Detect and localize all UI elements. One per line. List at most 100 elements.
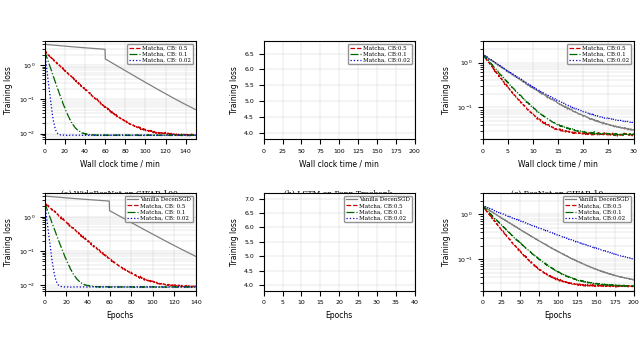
Matcha, CB: 0.1: (118, 7): 0.1: (118, 7) <box>349 36 356 40</box>
Legend: Vanilla DecenSGD, Matcha, CB:0.5, Matcha, CB:0.1, Matcha, CB:0.02: Vanilla DecenSGD, Matcha, CB:0.5, Matcha… <box>563 196 631 222</box>
Matcha, CB: 0.1: (134, 7): 0.1: (134, 7) <box>361 36 369 40</box>
Matcha, CB: 0.5: (151, 0.0258): 0.5: (151, 0.0258) <box>593 284 600 288</box>
Matcha, CB: 0.5: (26.5, 0.48): 0.5: (26.5, 0.48) <box>68 74 76 78</box>
Vanilla DecenSGD <box>387 182 395 186</box>
Matcha, CB: 0.5: (134, 0.0269): 0.5: (134, 0.0269) <box>580 283 588 287</box>
Matcha, CB: 0.5: (115, 0.0107): 0.5: (115, 0.0107) <box>164 282 172 287</box>
Matcha, CB: 0.02: (24.5, 7.5): 0.02: (24.5, 7.5) <box>352 182 360 186</box>
Matcha, CB: 0.02: (151, 7): 0.02: (151, 7) <box>374 36 381 40</box>
Matcha, CB: 0.1: (9.85, 0.107): 0.1: (9.85, 0.107) <box>529 104 536 108</box>
Matcha, CB: 0.1: (113, 0.00904): 0.1: (113, 0.00904) <box>155 133 163 137</box>
X-axis label: Epochs: Epochs <box>107 311 134 320</box>
Legend: Vanilla DecenSGD, Matcha, CB: 0.5, Matcha, CB: 0.1, Matcha, CB: 0.02: Vanilla DecenSGD, Matcha, CB: 0.5, Match… <box>125 196 193 222</box>
Matcha, CB: 0.02: (115, 0.00903): 0.02: (115, 0.00903) <box>165 285 173 289</box>
Vanilla DecenSGD <box>155 88 163 92</box>
Matcha, CB: 0.02: (113, 0.00901): 0.02: (113, 0.00901) <box>155 133 163 137</box>
Matcha, CB: 0.5: (200, 7): 0.5: (200, 7) <box>411 36 419 40</box>
Matcha, CB: 0.1: (66.5, 0.00903): 0.1: (66.5, 0.00903) <box>113 285 120 289</box>
Y-axis label: Training loss: Training loss <box>4 218 13 266</box>
Matcha, CB: 0.5: (137, 0.00938): 0.5: (137, 0.00938) <box>189 284 196 288</box>
Matcha, CB: 0.5: (200, 0.0247): 0.5: (200, 0.0247) <box>630 285 637 289</box>
Matcha, CB: 0.02: (12, 0.215): 0.02: (12, 0.215) <box>539 90 547 94</box>
Y-axis label: Training loss: Training loss <box>442 218 451 266</box>
Matcha, CB: 0.02: (9.85, 0.295): 0.02: (9.85, 0.295) <box>529 84 536 89</box>
Matcha, CB: 0.02: (200, 0.102): 0.02: (200, 0.102) <box>630 257 637 261</box>
Matcha, CB: 0.02: (0, 1.5): 0.02: (0, 1.5) <box>479 53 486 57</box>
Matcha, CB: 0.5: (11.9, 0.0459): 0.5: (11.9, 0.0459) <box>539 121 547 125</box>
Legend: Matcha, CB:0.5, Matcha, CB:0.1, Matcha, CB:0.02: Matcha, CB:0.5, Matcha, CB:0.1, Matcha, … <box>348 44 412 64</box>
X-axis label: Epochs: Epochs <box>545 311 572 320</box>
Matcha, CB: 0.5: (0, 2.55): 0.5: (0, 2.55) <box>41 49 49 53</box>
Vanilla DecenSGD <box>68 45 76 49</box>
Matcha, CB: 0.1: (51.4, 0.216): 0.1: (51.4, 0.216) <box>518 242 525 246</box>
Matcha, CB: 0.5: (0.134, 7.5): 0.5: (0.134, 7.5) <box>260 182 268 186</box>
Matcha, CB: 0.5: (176, 0.0242): 0.5: (176, 0.0242) <box>612 285 620 289</box>
Matcha, CB: 0.1: (0, 7): 0.1: (0, 7) <box>260 36 268 40</box>
Matcha, CB: 0.1: (21.7, 0.0274): 0.1: (21.7, 0.0274) <box>588 131 596 135</box>
Matcha, CB: 0.02: (23.7, 7.5): 0.02: (23.7, 7.5) <box>349 182 357 186</box>
Matcha, CB: 0.02: (51.4, 7): 0.02: (51.4, 7) <box>299 36 307 40</box>
Matcha, CB: 0.1: (33.7, 7.5): 0.1: (33.7, 7.5) <box>387 182 395 186</box>
Matcha, CB: 0.5: (0, 2.55): 0.5: (0, 2.55) <box>41 201 49 205</box>
Matcha, CB: 0.1: (88.4, 0.00913): 0.1: (88.4, 0.00913) <box>130 133 138 137</box>
Matcha, CB: 0.5: (113, 0.0109): 0.5: (113, 0.0109) <box>155 130 163 134</box>
Vanilla DecenSGD <box>593 267 600 271</box>
Matcha, CB: 0.5: (36.3, 7.5): 0.5: (36.3, 7.5) <box>397 182 404 186</box>
Matcha, CB: 0.02: (100, 0.00906): 0.02: (100, 0.00906) <box>142 133 150 137</box>
Matcha, CB: 0.02: (33.7, 7.5): 0.02: (33.7, 7.5) <box>387 182 395 186</box>
Vanilla DecenSGD <box>131 222 138 226</box>
Matcha, CB: 0.02: (21.7, 0.0697): 0.02: (21.7, 0.0697) <box>588 113 596 117</box>
Matcha, CB: 0.02: (30, 0.0465): 0.02: (30, 0.0465) <box>630 120 637 124</box>
Vanilla DecenSGD <box>411 182 419 186</box>
Vanilla DecenSGD <box>349 182 357 186</box>
Matcha, CB: 0.5: (118, 7): 0.5: (118, 7) <box>349 36 356 40</box>
Matcha, CB: 0.1: (125, 0.00874): 0.1: (125, 0.00874) <box>167 134 175 138</box>
Matcha, CB: 0.1: (90.5, 0.065): 0.1: (90.5, 0.065) <box>547 266 555 270</box>
Vanilla DecenSGD <box>397 182 404 186</box>
Vanilla DecenSGD <box>518 228 525 233</box>
Vanilla DecenSGD <box>374 36 381 40</box>
Y-axis label: Training loss: Training loss <box>4 66 13 114</box>
X-axis label: Wall clock time / min: Wall clock time / min <box>81 159 160 168</box>
Matcha, CB: 0.5: (35.4, 0.273): 0.5: (35.4, 0.273) <box>506 238 513 242</box>
Vanilla DecenSGD <box>328 36 336 40</box>
Vanilla DecenSGD <box>130 74 138 78</box>
Matcha, CB: 0.5: (150, 0.00925): 0.5: (150, 0.00925) <box>192 133 200 137</box>
Matcha, CB: 0.1: (36.3, 7.5): 0.1: (36.3, 7.5) <box>397 182 404 186</box>
Matcha, CB: 0.02: (88.4, 0.00896): 0.02: (88.4, 0.00896) <box>130 133 138 137</box>
Vanilla DecenSGD <box>479 204 486 208</box>
Matcha, CB: 0.02: (0, 1.56): 0.02: (0, 1.56) <box>479 203 486 208</box>
Vanilla DecenSGD <box>568 257 575 261</box>
Vanilla DecenSGD <box>142 80 150 84</box>
Matcha, CB: 0.5: (100, 0.0121): 0.5: (100, 0.0121) <box>142 129 150 133</box>
Matcha, CB: 0.02: (0.134, 7.5): 0.02: (0.134, 7.5) <box>260 182 268 186</box>
Matcha, CB: 0.5: (118, 0.0286): 0.5: (118, 0.0286) <box>568 282 575 286</box>
Vanilla DecenSGD <box>192 254 200 259</box>
Matcha, CB: 0.1: (188, 0.0248): 0.1: (188, 0.0248) <box>621 285 628 289</box>
Matcha, CB: 0.1: (151, 0.0291): 0.1: (151, 0.0291) <box>593 281 600 286</box>
Y-axis label: Training loss: Training loss <box>230 66 239 114</box>
Matcha, CB: 0.1: (51.4, 7): 0.1: (51.4, 7) <box>299 36 307 40</box>
Vanilla DecenSGD <box>123 218 131 222</box>
Matcha, CB: 0.1: (134, 0.0328): 0.1: (134, 0.0328) <box>580 279 588 283</box>
Matcha, CB: 0.1: (0, 1.47): 0.1: (0, 1.47) <box>479 53 486 57</box>
Vanilla DecenSGD <box>260 36 268 40</box>
Vanilla DecenSGD <box>113 213 121 217</box>
Matcha, CB: 0.02: (35.4, 0.883): 0.02: (35.4, 0.883) <box>506 215 513 219</box>
Line: Vanilla DecenSGD: Vanilla DecenSGD <box>483 54 634 130</box>
Title: (a) WideResNet on CIFAR-100.: (a) WideResNet on CIFAR-100. <box>61 190 180 198</box>
Matcha, CB: 0.5: (83.3, 0.0203): 0.5: (83.3, 0.0203) <box>131 273 138 277</box>
Matcha, CB: 0.5: (35.4, 7): 0.5: (35.4, 7) <box>287 36 294 40</box>
Matcha, CB: 0.02: (29.7, 0.0462): 0.02: (29.7, 0.0462) <box>628 120 636 124</box>
Matcha, CB: 0.02: (51.4, 0.699): 0.02: (51.4, 0.699) <box>518 219 525 223</box>
Matcha, CB: 0.02: (83.3, 0.00906): 0.02: (83.3, 0.00906) <box>131 285 138 289</box>
Matcha, CB: 0.5: (21.8, 0.0257): 0.5: (21.8, 0.0257) <box>589 132 596 136</box>
Matcha, CB: 0.5: (40, 7.5): 0.5: (40, 7.5) <box>411 182 419 186</box>
Line: Matcha, CB: 0.5: Matcha, CB: 0.5 <box>45 203 196 287</box>
Vanilla DecenSGD <box>260 182 268 186</box>
Matcha, CB: 0.1: (83.6, 0.00873): 0.1: (83.6, 0.00873) <box>131 285 139 289</box>
Matcha, CB: 0.1: (67.3, 0.00906): 0.1: (67.3, 0.00906) <box>113 285 121 289</box>
Matcha, CB: 0.5: (33.7, 7.5): 0.5: (33.7, 7.5) <box>387 182 395 186</box>
Matcha, CB: 0.5: (0, 7): 0.5: (0, 7) <box>260 36 268 40</box>
Matcha, CB: 0.5: (90.5, 0.0411): 0.5: (90.5, 0.0411) <box>547 275 555 279</box>
